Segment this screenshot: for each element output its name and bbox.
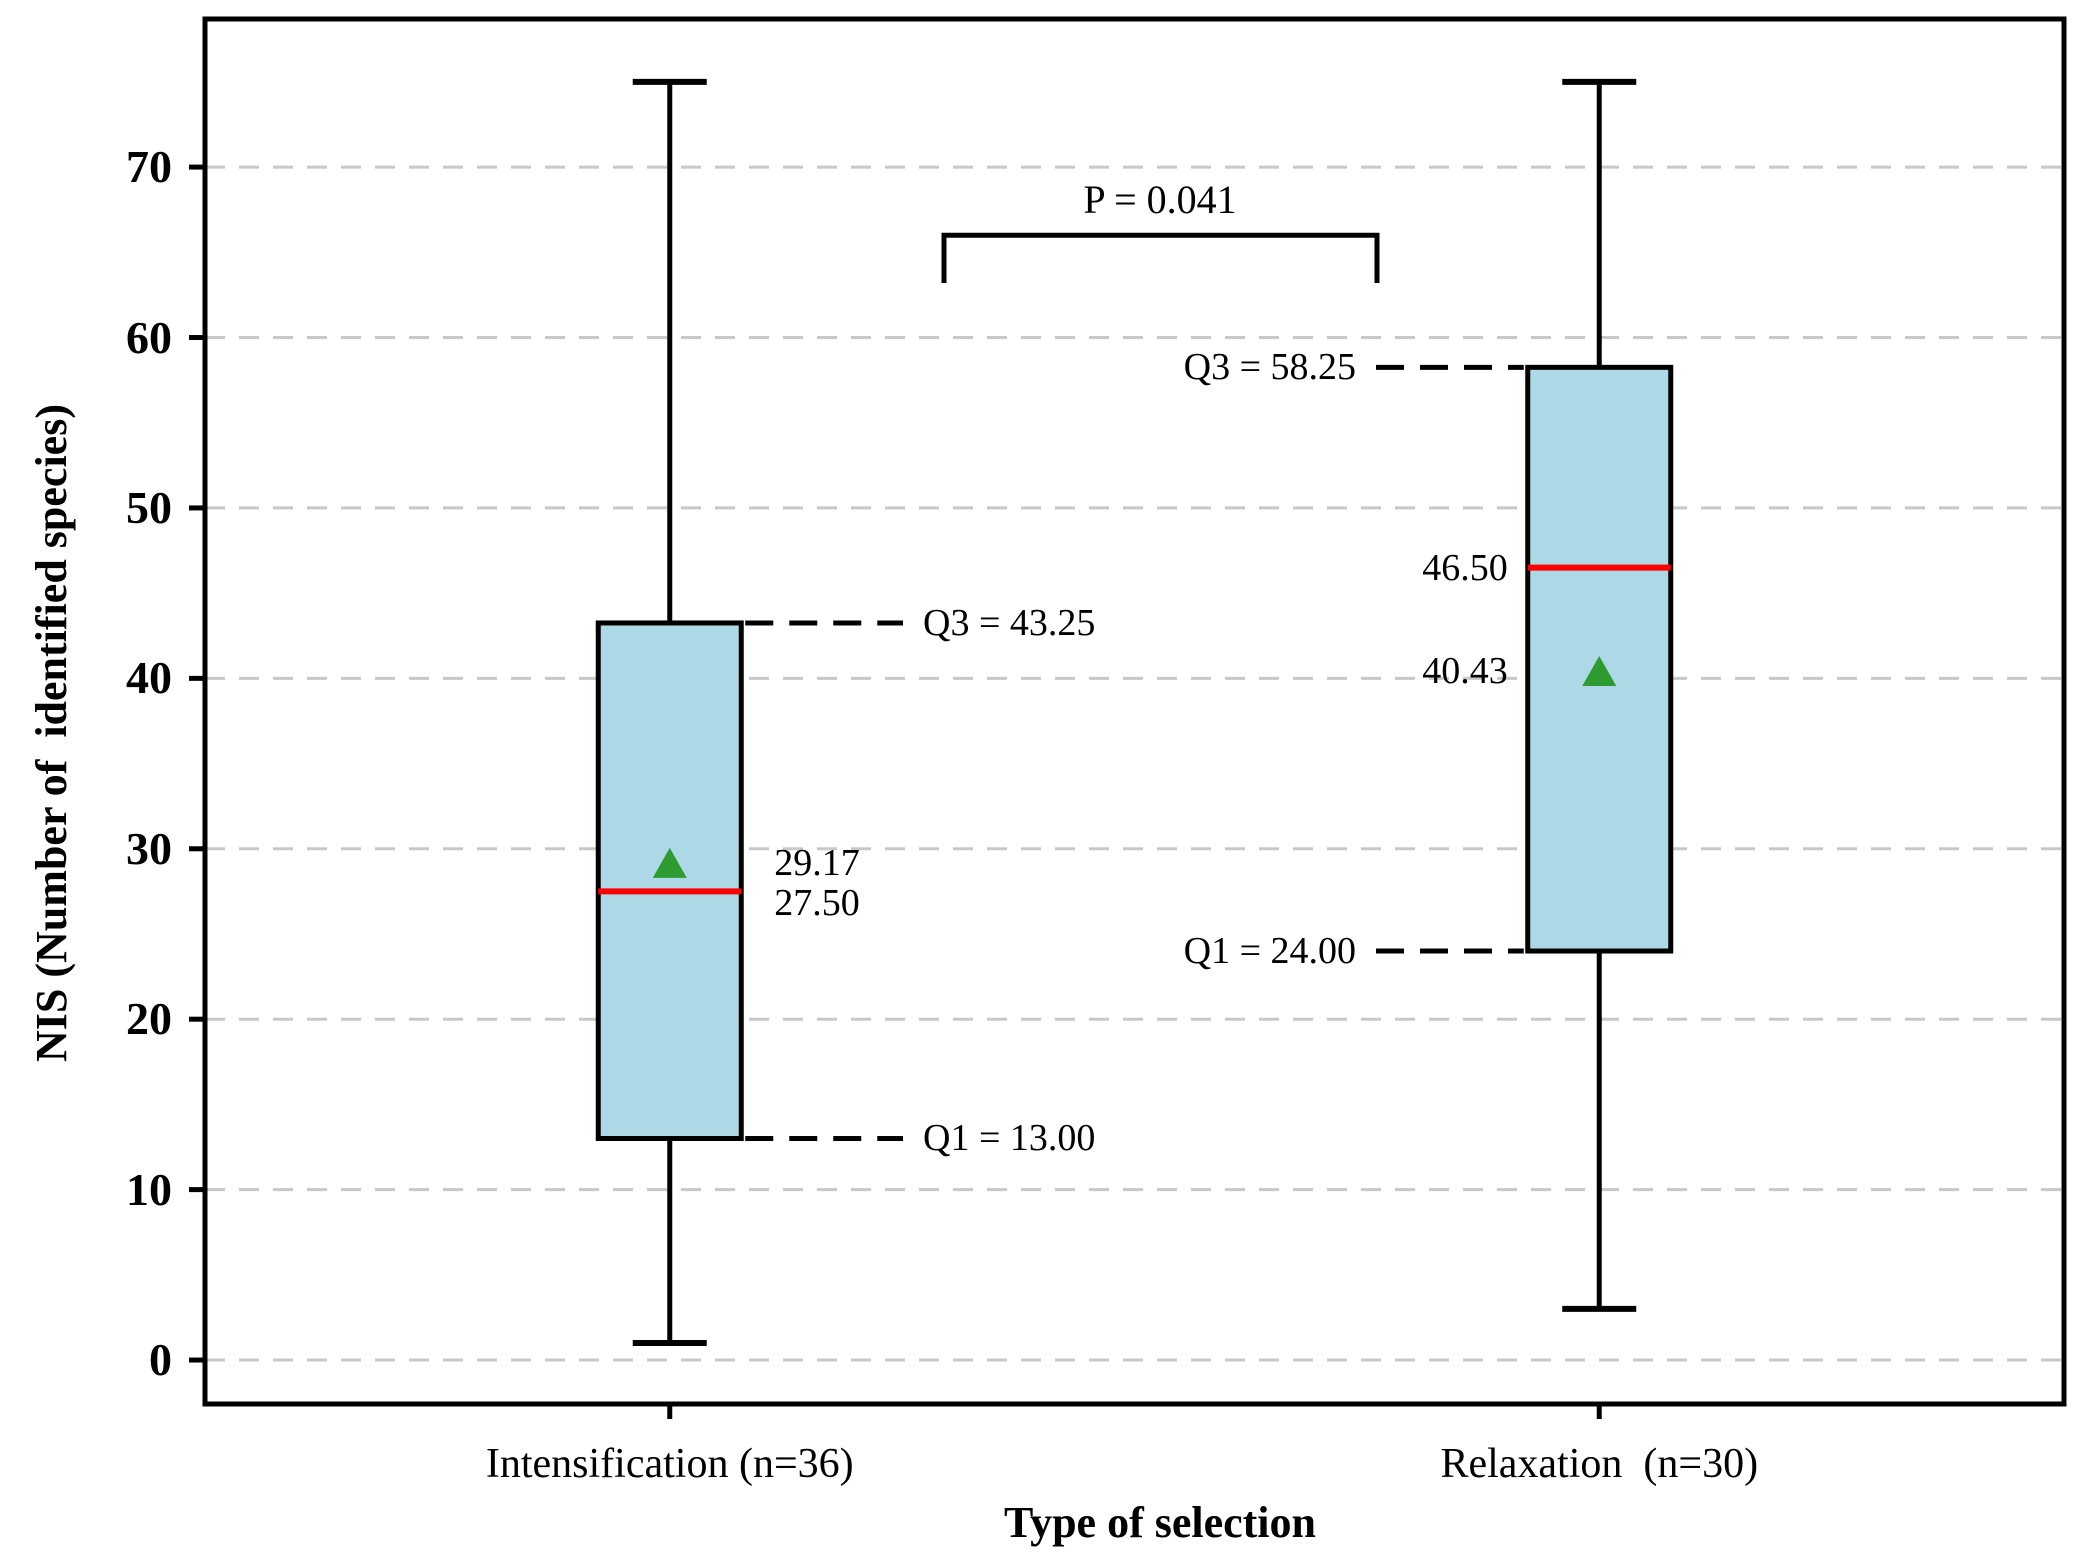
annotation-median-relaxation: 46.50	[1422, 546, 1508, 589]
mean-marker-intensification	[652, 847, 687, 878]
x-axis-title: Type of selection	[1003, 1498, 1317, 1547]
y-tick-label-10: 10	[126, 1163, 172, 1215]
p-value-label: P = 0.041	[1083, 177, 1237, 222]
annotation-median-intensification: 27.50	[774, 882, 860, 925]
annotation-mean-relaxation: 40.43	[1422, 650, 1508, 693]
annotation-q1-relaxation: Q1 = 24.00	[1183, 930, 1356, 973]
plot-border	[202, 16, 2067, 1407]
significance-bracket	[941, 232, 1380, 283]
y-axis-title: NIS (Number of identified species)	[27, 404, 76, 1062]
annotation-q3-intensification: Q3 = 43.25	[923, 601, 1096, 644]
annotation-mean-intensification: 29.17	[774, 841, 860, 884]
mean-marker-relaxation	[1582, 656, 1617, 687]
box-intensification	[595, 620, 744, 1141]
y-tick-label-30: 30	[126, 822, 172, 874]
category-label-intensification: Intensification (n=36)	[485, 1441, 854, 1487]
annotation-q1-intensification: Q1 = 13.00	[923, 1117, 1096, 1160]
y-tick-label-0: 0	[149, 1334, 172, 1386]
y-tick-label-40: 40	[126, 652, 172, 704]
y-tick-label-50: 50	[126, 481, 172, 533]
category-label-relaxation: Relaxation (n=30)	[1440, 1441, 1759, 1487]
y-tick-label-60: 60	[126, 311, 172, 363]
y-tick-label-70: 70	[126, 141, 172, 193]
annotation-q3-relaxation: Q3 = 58.25	[1183, 346, 1356, 389]
y-tick-label-20: 20	[126, 993, 172, 1045]
